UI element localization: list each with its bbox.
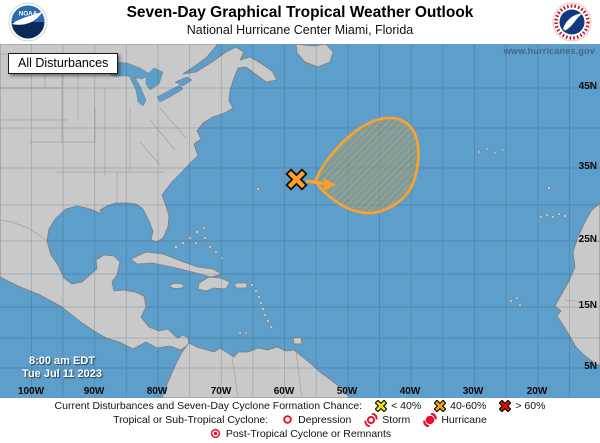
legend-item-post-tropical: Post-Tropical Cyclone or Remnants <box>209 427 391 440</box>
depression-icon <box>283 415 292 424</box>
svg-text:NOAA: NOAA <box>19 11 38 18</box>
x-icon <box>375 399 388 412</box>
basemap <box>0 44 600 398</box>
landmass <box>0 44 600 398</box>
issuance-time: 8:00 am EDT <box>28 355 96 367</box>
legend: Current Disturbances and Seven-Day Cyclo… <box>0 398 600 443</box>
titles: Seven-Day Graphical Tropical Weather Out… <box>0 3 600 38</box>
legend-item-label: Storm <box>382 413 411 426</box>
lat-tick-5n: 5N <box>584 361 597 372</box>
lon-tick-70w: 70W <box>210 386 232 397</box>
page-subtitle: National Hurricane Center Miami, Florida <box>186 23 414 37</box>
lon-tick-60w: 60W <box>273 386 295 397</box>
graticule <box>0 44 600 398</box>
atlantic-islands <box>256 147 567 307</box>
legend-item-storm: Storm <box>364 412 411 427</box>
legend-row-post-tropical: Post-Tropical Cyclone or Remnants <box>0 427 600 440</box>
cuba <box>130 251 223 278</box>
legend-item-40-60: 40-60% <box>434 399 487 412</box>
header: NOAA Seven-Day Graphical Tropical Weathe… <box>0 0 600 44</box>
africa <box>554 202 600 367</box>
page-title: Seven-Day Graphical Tropical Weather Out… <box>126 4 474 21</box>
x-icon <box>499 399 512 412</box>
legend-item-label: < 40% <box>391 399 422 412</box>
issuance-timestamp: 8:00 am EDT Tue Jul 11 2023 <box>10 355 114 381</box>
trinidad <box>292 336 303 345</box>
legend-row-formation-chance: Current Disturbances and Seven-Day Cyclo… <box>0 399 600 412</box>
north-america <box>0 44 278 351</box>
legend-cyclone-label: Tropical or Sub-Tropical Cyclone: <box>113 413 269 426</box>
legend-item-lt40: < 40% <box>375 399 422 412</box>
legend-item-label: 40-60% <box>450 399 487 412</box>
legend-item-hurricane: Hurricane <box>423 412 487 427</box>
watermark-url: www.hurricanes.gov <box>503 46 595 56</box>
motion-arrow <box>305 178 336 191</box>
hurricane-icon <box>423 412 438 427</box>
legend-item-depression: Depression <box>281 413 351 426</box>
lon-tick-100w: 100W <box>17 386 45 397</box>
lon-tick-80w: 80W <box>146 386 168 397</box>
legend-row-cyclone: Tropical or Sub-Tropical Cyclone: Depres… <box>0 412 600 427</box>
legend-chance-label: Current Disturbances and Seven-Day Cyclo… <box>54 399 363 412</box>
lat-tick-15n: 15N <box>578 300 597 311</box>
lon-tick-40w: 40W <box>399 386 421 397</box>
layer-label-all-disturbances: All Disturbances <box>8 53 119 74</box>
hispaniola <box>197 276 231 292</box>
lon-tick-90w: 90W <box>83 386 105 397</box>
nws-logo-icon <box>552 2 592 42</box>
storm-icon <box>364 412 378 427</box>
issuance-date: Tue Jul 11 2023 <box>22 368 102 380</box>
legend-item-gt60: > 60% <box>499 399 546 412</box>
puerto-rico <box>234 282 248 289</box>
post-tropical-icon <box>210 428 220 439</box>
x-icon <box>434 399 447 412</box>
lat-tick-35n: 35N <box>578 161 597 172</box>
legend-item-label: Hurricane <box>441 413 487 426</box>
legend-item-label: > 60% <box>515 399 546 412</box>
legend-item-label: Post-Tropical Cyclone or Remnants <box>225 427 392 440</box>
lat-tick-25n: 25N <box>578 234 597 245</box>
lon-tick-30w: 30W <box>462 386 484 397</box>
lat-tick-45n: 45N <box>578 81 597 92</box>
disturbance-area[interactable] <box>314 116 420 215</box>
jamaica <box>169 282 185 289</box>
legend-item-label: Depression <box>298 413 352 426</box>
noaa-logo-icon: NOAA <box>8 2 48 42</box>
lon-tick-50w: 50W <box>336 386 358 397</box>
atlantic-outlook-map: www.hurricanes.gov All Disturbances 8:00… <box>0 44 600 398</box>
bahamas <box>174 226 224 260</box>
lesser-antilles <box>238 283 273 335</box>
lon-tick-20w: 20W <box>526 386 548 397</box>
south-america <box>161 342 351 398</box>
newfoundland <box>295 44 334 68</box>
disturbance-x-marker[interactable] <box>285 168 308 191</box>
